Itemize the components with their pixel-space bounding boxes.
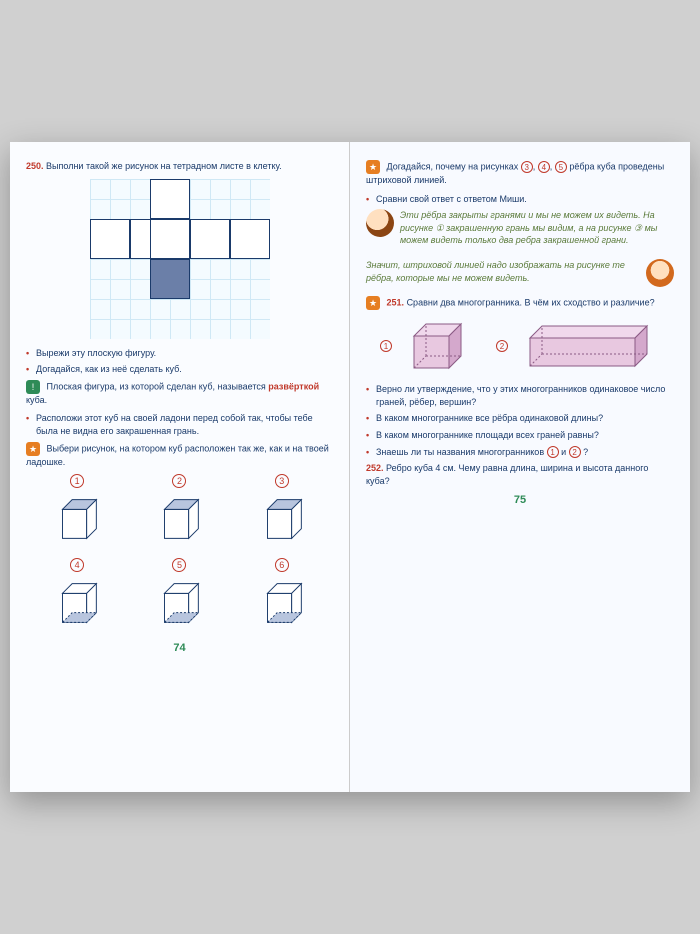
cube-icon [150, 490, 208, 548]
q1: Верно ли утверждение, что у этих многогр… [366, 383, 674, 408]
ex251: ★ 251. Сравни два многогранника. В чём и… [366, 296, 674, 310]
bullet-compare-misha: Сравни свой ответ с ответом Миши. [366, 193, 674, 206]
bullet-guess: Догадайся, как из неё сделать куб. [26, 363, 333, 376]
cube-option-number: 5 [172, 558, 186, 572]
info-text-a: Плоская фигура, из которой сделан куб, н… [47, 381, 269, 391]
cube-net-diagram [90, 179, 270, 339]
bullet-place-cube: Расположи этот куб на своей ладони перед… [26, 412, 333, 437]
prism-cube [404, 318, 484, 373]
cube-option-2: 2 [150, 474, 208, 552]
girl-speech: Значит, штриховой линией надо изображать… [366, 259, 640, 284]
q4b: и [561, 447, 569, 457]
cube-option-number: 2 [172, 474, 186, 488]
info-razvertka: ! Плоская фигура, из которой сделан куб,… [26, 380, 333, 407]
cube-option-1: 1 [48, 474, 106, 552]
page-left: 250. Выполни такой же рисунок на тетрадн… [10, 142, 350, 792]
q4: Знаешь ли ты названия многогранников 1 и… [366, 446, 674, 459]
net-square [150, 219, 190, 259]
cube-icon [48, 574, 106, 632]
ex252-text: Ребро куба 4 см. Чему равна длина, ширин… [366, 463, 648, 486]
info-text-c: куба. [26, 395, 47, 405]
ex250: 250. Выполни такой же рисунок на тетрадн… [26, 160, 333, 173]
ex252-number: 252. [366, 463, 384, 473]
prism-label-1: 1 [380, 340, 392, 352]
prism-label-2: 2 [496, 340, 508, 352]
misha-speech-row: Эти рёбра закрыты гранями и мы не можем … [366, 209, 674, 253]
q4c: ? [583, 447, 588, 457]
cube-row-1: 1 2 3 [26, 474, 333, 552]
cube-option-number: 1 [70, 474, 84, 488]
net-square [150, 179, 190, 219]
net-square [230, 219, 270, 259]
q2: В каком многограннике все рёбра одинаков… [366, 412, 674, 425]
cube-option-number: 3 [275, 474, 289, 488]
page-number-right: 75 [366, 493, 674, 508]
cube-icon [253, 574, 311, 632]
cube-option-number: 4 [70, 558, 84, 572]
avatar-girl [646, 259, 674, 287]
circ-3: 3 [521, 161, 533, 173]
page-number-left: 74 [26, 641, 333, 656]
info-text-b: развёрткой [268, 381, 319, 391]
circ-4: 4 [538, 161, 550, 173]
prism-long [520, 318, 660, 373]
task-icon-3: ★ [366, 296, 380, 310]
ex250-number: 250. [26, 161, 44, 171]
cube-option-6: 6 [253, 558, 311, 636]
cube-icon [48, 490, 106, 548]
cube-option-3: 3 [253, 474, 311, 552]
net-square [90, 219, 130, 259]
bullet-choose-text: Выбери рисунок, на котором куб расположе… [26, 443, 329, 467]
ex252: 252. Ребро куба 4 см. Чему равна длина, … [366, 462, 674, 487]
avatar-boy [366, 209, 394, 237]
cube-option-number: 6 [275, 558, 289, 572]
misha-speech: Эти рёбра закрыты гранями и мы не можем … [400, 209, 674, 247]
girl-speech-row: Значит, штриховой линией надо изображать… [366, 259, 674, 290]
cube-icon [150, 574, 208, 632]
right-intro: ★ Догадайся, почему на рисунках 3, 4, 5 … [366, 160, 674, 187]
ex251-number: 251. [387, 298, 405, 308]
net-square [150, 259, 190, 299]
cube-option-4: 4 [48, 558, 106, 636]
q3: В каком многограннике площади всех гране… [366, 429, 674, 442]
bullet-choose: ★ Выбери рисунок, на котором куб располо… [26, 442, 333, 469]
circ-5: 5 [555, 161, 567, 173]
circ-p2: 2 [569, 446, 581, 458]
cube-option-5: 5 [150, 558, 208, 636]
info-icon: ! [26, 380, 40, 394]
ex250-text: Выполни такой же рисунок на тетрадном ли… [46, 161, 282, 171]
task-icon: ★ [26, 442, 40, 456]
cube-icon [253, 490, 311, 548]
q4a: Знаешь ли ты названия многогранников [376, 447, 547, 457]
bullet-cut: Вырежи эту плоскую фигуру. [26, 347, 333, 360]
intro-text-a: Догадайся, почему на рисунках [387, 161, 519, 171]
ex251-text: Сравни два многогранника. В чём их сходс… [407, 298, 655, 308]
circ-p1: 1 [547, 446, 559, 458]
page-right: ★ Догадайся, почему на рисунках 3, 4, 5 … [350, 142, 690, 792]
prisms-diagram: 1 2 [366, 318, 674, 373]
task-icon-2: ★ [366, 160, 380, 174]
net-square [190, 219, 230, 259]
cube-row-2: 4 5 6 [26, 558, 333, 636]
book-spread: 250. Выполни такой же рисунок на тетрадн… [10, 142, 690, 792]
